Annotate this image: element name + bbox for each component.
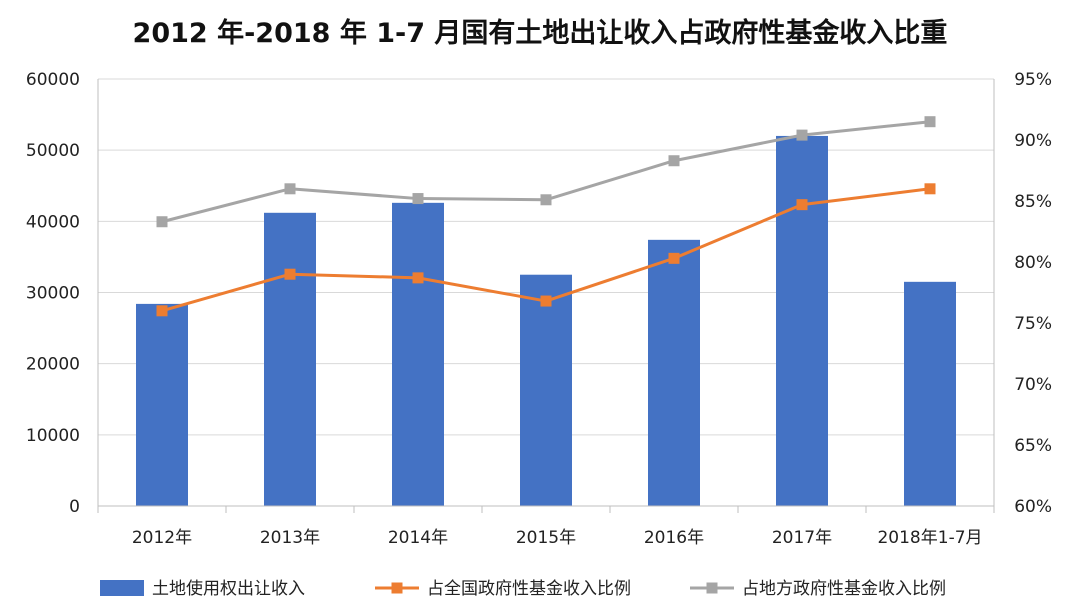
data-point-marker [540, 295, 552, 307]
data-point-marker [668, 155, 680, 167]
bar [264, 212, 316, 506]
data-point-marker [924, 183, 936, 195]
bar [648, 239, 700, 506]
y-right-tick-label: 75% [1014, 314, 1052, 334]
y-right-tick-label: 95% [1014, 70, 1052, 90]
bar [904, 281, 956, 506]
tick-labels: 0 10000 20000 30000 40000 50000 60000 60% 65% 70%… [26, 70, 1052, 548]
x-tick-label: 2012年 [132, 528, 192, 548]
legend-marker-swatch [706, 582, 718, 594]
data-point-marker [540, 194, 552, 206]
legend-label: 土地使用权出让收入 [152, 578, 305, 599]
y-left-tick-label: 50000 [26, 141, 80, 161]
x-tick-label: 2014年 [388, 528, 448, 548]
data-point-marker [668, 252, 680, 264]
x-tick-label: 2018年1-7月 [877, 528, 982, 548]
data-point-marker [412, 272, 424, 284]
data-point-marker [284, 183, 296, 195]
x-tick-label: 2016年 [644, 528, 704, 548]
line-series [156, 116, 936, 317]
y-left-tick-label: 30000 [26, 284, 80, 304]
x-tick-label: 2017年 [772, 528, 832, 548]
data-point-marker [156, 305, 168, 317]
legend-marker-swatch [391, 582, 403, 594]
y-left-tick-label: 40000 [26, 212, 80, 232]
y-right-tick-label: 85% [1014, 192, 1052, 212]
y-left-tick-label: 10000 [26, 426, 80, 446]
bar-series [136, 135, 956, 506]
data-point-marker [156, 216, 168, 228]
bar [392, 202, 444, 506]
legend-bar-swatch [100, 580, 144, 596]
y-left-tick-label: 60000 [26, 70, 80, 90]
y-right-tick-label: 60% [1014, 497, 1052, 517]
legend: 土地使用权出让收入 占全国政府性基金收入比例 占地方政府性基金收入比例 [100, 578, 946, 599]
data-point-marker [796, 199, 808, 211]
chart-title: 2012 年-2018 年 1-7 月国有土地出让收入占政府性基金收入比重 [133, 17, 948, 49]
bar [520, 274, 572, 506]
legend-label: 占地方政府性基金收入比例 [742, 579, 946, 599]
x-tick-label: 2013年 [260, 528, 320, 548]
y-right-tick-label: 65% [1014, 436, 1052, 456]
y-right-tick-label: 90% [1014, 131, 1052, 151]
x-tick-label: 2015年 [516, 528, 576, 548]
data-point-marker [796, 129, 808, 141]
y-left-tick-label: 20000 [26, 355, 80, 375]
data-point-marker [924, 116, 936, 128]
y-right-tick-label: 70% [1014, 375, 1052, 395]
y-right-tick-label: 80% [1014, 253, 1052, 273]
bar [136, 303, 188, 506]
y-left-tick-label: 0 [69, 497, 80, 517]
legend-label: 占全国政府性基金收入比例 [427, 579, 631, 599]
bar [776, 135, 828, 506]
data-point-marker [284, 268, 296, 280]
axes [97, 79, 995, 513]
data-point-marker [412, 193, 424, 205]
